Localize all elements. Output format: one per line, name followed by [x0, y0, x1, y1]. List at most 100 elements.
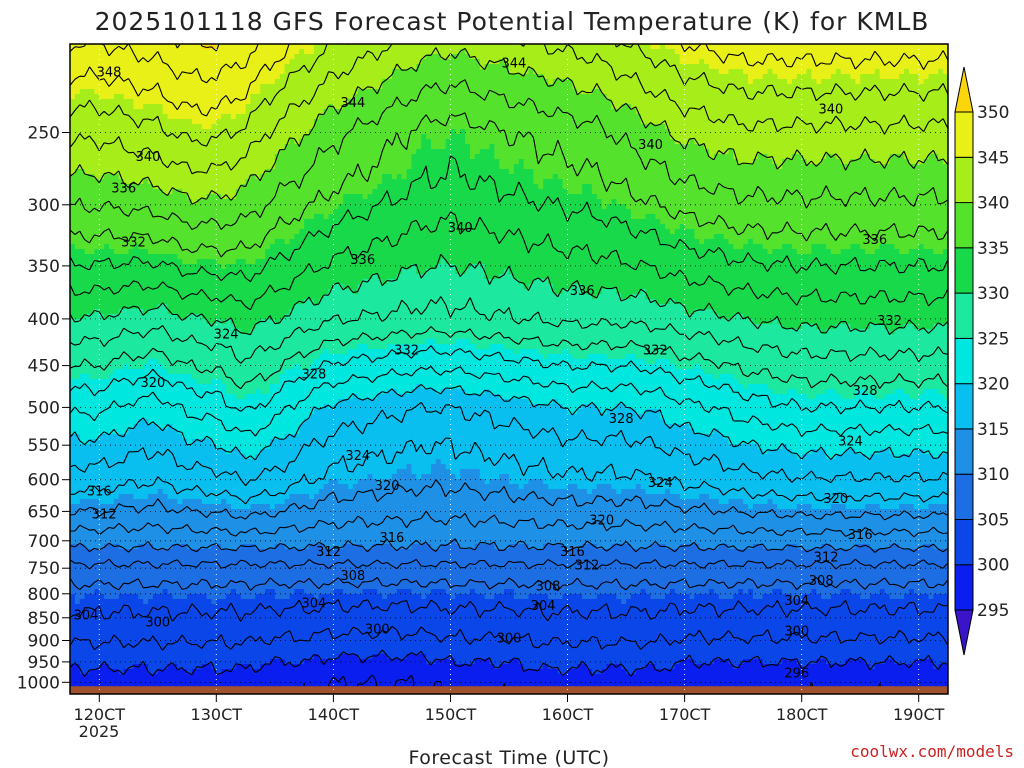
fill-cell [475, 74, 480, 80]
fill-cell [665, 79, 670, 85]
fill-cell [431, 74, 436, 80]
fill-cell [655, 54, 660, 60]
fill-cell [616, 84, 621, 90]
fill-cell [938, 44, 943, 50]
fill-cell [899, 74, 904, 80]
fill-cell [138, 49, 143, 55]
fill-cell [172, 64, 177, 70]
fill-cell [119, 59, 124, 65]
fill-cell [758, 44, 763, 50]
fill-cell [860, 64, 865, 70]
fill-cell [577, 64, 582, 70]
fill-cell [382, 59, 387, 65]
fill-cell [241, 79, 246, 85]
fill-cell [719, 44, 724, 50]
fill-cell [460, 89, 465, 95]
fill-cell [860, 74, 865, 80]
fill-cell [129, 69, 134, 75]
fill-cell [90, 54, 95, 60]
fill-cell [924, 79, 929, 85]
fill-cell [758, 74, 763, 80]
fill-cell [343, 54, 348, 60]
fill-cell [290, 84, 295, 90]
fill-cell [909, 74, 914, 80]
fill-cell [368, 79, 373, 85]
fill-cell [260, 74, 265, 80]
fill-cell [768, 54, 773, 60]
fill-cell [226, 74, 231, 80]
fill-cell [880, 84, 885, 90]
fill-cell [494, 49, 499, 55]
fill-cell [582, 74, 587, 80]
fill-cell [641, 59, 646, 65]
fill-cell [787, 54, 792, 60]
fill-cell [928, 74, 933, 80]
fill-cell [411, 74, 416, 80]
fill-cell [782, 79, 787, 85]
fill-cell [450, 74, 455, 80]
fill-cell [489, 79, 494, 85]
fill-cell [768, 64, 773, 70]
fill-cell [743, 79, 748, 85]
fill-cell [421, 59, 426, 65]
fill-cell [577, 49, 582, 55]
fill-cell [631, 59, 636, 65]
fill-cell [714, 59, 719, 65]
fill-cell [514, 79, 519, 85]
fill-cell [290, 44, 295, 50]
fill-cell [616, 49, 621, 55]
fill-cell [592, 64, 597, 70]
fill-cell [426, 64, 431, 70]
fill-cell [933, 74, 938, 80]
fill-cell [821, 69, 826, 75]
fill-cell [168, 59, 173, 65]
fill-cell [558, 84, 563, 90]
fill-cell [441, 69, 446, 75]
fill-cell [426, 74, 431, 80]
fill-cell [777, 84, 782, 90]
fill-cell [485, 49, 490, 55]
fill-cell [811, 79, 816, 85]
fill-cell [899, 69, 904, 75]
fill-cell [582, 69, 587, 75]
fill-cell [675, 44, 680, 50]
fill-cell [553, 69, 558, 75]
fill-cell [290, 54, 295, 60]
fill-cell [265, 79, 270, 85]
fill-cell [850, 44, 855, 50]
fill-cell [182, 44, 187, 50]
fill-cell [694, 69, 699, 75]
fill-cell [255, 64, 260, 70]
fill-cell [529, 84, 534, 90]
fill-cell [670, 69, 675, 75]
fill-cell [460, 59, 465, 65]
fill-cell [670, 79, 675, 85]
fill-cell [90, 74, 95, 80]
fill-cell [533, 59, 538, 65]
fill-cell [548, 59, 553, 65]
fill-cell [236, 69, 241, 75]
fill-cell [275, 54, 280, 60]
fill-cell [304, 54, 309, 60]
fill-cell [133, 74, 138, 80]
fill-cell [919, 44, 924, 50]
fill-cell [236, 49, 241, 55]
fill-cell [363, 64, 368, 70]
fill-cell [333, 64, 338, 70]
fill-cell [402, 74, 407, 80]
fill-cell [304, 44, 309, 50]
fill-cell [846, 59, 851, 65]
fill-cell [689, 64, 694, 70]
fill-cell [377, 44, 382, 50]
fill-cell [865, 44, 870, 50]
fill-cell [577, 44, 582, 50]
fill-cell [763, 79, 768, 85]
fill-cell [372, 79, 377, 85]
fill-cell [124, 89, 129, 95]
fill-cell [860, 44, 865, 50]
fill-cell [241, 84, 246, 90]
fill-cell [75, 69, 80, 75]
fill-cell [221, 84, 226, 90]
fill-cell [333, 79, 338, 85]
fill-cell [846, 44, 851, 50]
